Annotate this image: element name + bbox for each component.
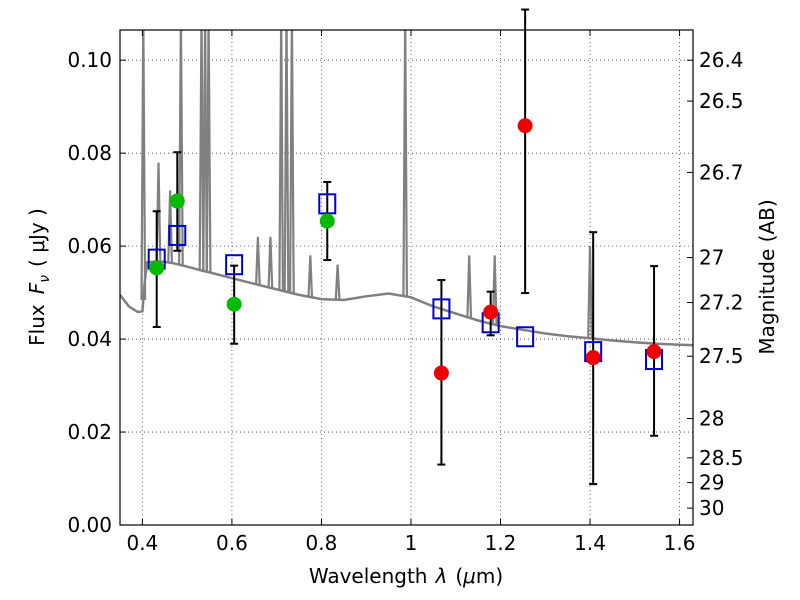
emission-line xyxy=(334,264,341,300)
emission-line xyxy=(289,30,295,294)
y2-tick-label: 28 xyxy=(699,407,724,431)
x-tick-label: 0.8 xyxy=(306,531,338,555)
y2-tick-label: 27 xyxy=(699,246,724,270)
x-tick-label: 0.6 xyxy=(216,531,248,555)
emission-line xyxy=(255,236,261,285)
emission-line xyxy=(178,30,184,266)
detection-point xyxy=(169,193,185,209)
model-square-point xyxy=(516,326,535,348)
emission-line xyxy=(202,30,208,272)
y2-axis-label: Magnitude (AB) xyxy=(755,199,779,354)
y-tick-label: 0.00 xyxy=(67,513,112,537)
y-tick-label: 0.04 xyxy=(67,327,112,351)
x-tick-label: 1 xyxy=(405,531,418,555)
y2-tick-label: 26.4 xyxy=(699,48,744,72)
emission-line xyxy=(466,255,473,318)
x-tick-label: 1.4 xyxy=(574,531,606,555)
tick-layer: 0.4 0.6 0.8 1 1.2 1.4 1.6 0.00 0.02 0.04 0.06 0.08 0… xyxy=(67,30,744,555)
limit-point xyxy=(517,118,533,134)
y2-tick-label: 28.5 xyxy=(699,446,744,470)
y2-tick-label: 29 xyxy=(699,471,724,495)
y2-tick-label: 26.5 xyxy=(699,89,744,113)
y2-tick-label: 26.7 xyxy=(699,160,744,184)
y-tick-label: 0.02 xyxy=(67,420,112,444)
x-tick-label: 1.2 xyxy=(485,531,517,555)
emission-line xyxy=(267,236,274,288)
emission-line xyxy=(402,30,408,297)
y-tick-label: 0.10 xyxy=(67,48,112,72)
emission-line xyxy=(140,30,147,301)
limit-point xyxy=(433,365,449,381)
x-tick-label: 1.6 xyxy=(664,531,696,555)
y-axis-label: FluxFν( μJy ) xyxy=(25,208,53,346)
limit-point xyxy=(585,350,601,366)
limit-point xyxy=(646,344,662,360)
detection-point xyxy=(149,260,165,276)
limit-point xyxy=(483,304,499,320)
detection-point xyxy=(319,213,335,229)
spectrum-continuum xyxy=(120,260,693,347)
y2-tick-label: 27.5 xyxy=(699,344,744,368)
emission-line xyxy=(205,30,212,273)
emission-line xyxy=(491,255,498,325)
model-square-point xyxy=(225,254,244,276)
grid-lines xyxy=(120,30,693,526)
emission-line xyxy=(278,30,284,291)
emission-line xyxy=(198,30,205,271)
y-tick-label: 0.06 xyxy=(67,234,112,258)
marker-layer xyxy=(147,118,664,381)
emission-line xyxy=(307,255,314,298)
spectrum-layer xyxy=(120,30,693,347)
x-tick-label: 0.4 xyxy=(126,531,158,555)
y2-tick-label: 30 xyxy=(699,496,724,520)
y-tick-label: 0.08 xyxy=(67,141,112,165)
emission-line xyxy=(283,30,290,292)
x-axis-label: Wavelength λ (μm) xyxy=(309,564,503,588)
y2-tick-label: 27.2 xyxy=(699,291,744,315)
model-square-point xyxy=(318,193,337,215)
model-square-point xyxy=(168,224,187,246)
emission-line xyxy=(587,246,593,339)
plot-frame xyxy=(119,29,694,526)
detection-point xyxy=(226,296,242,312)
model-square-point xyxy=(432,298,451,320)
